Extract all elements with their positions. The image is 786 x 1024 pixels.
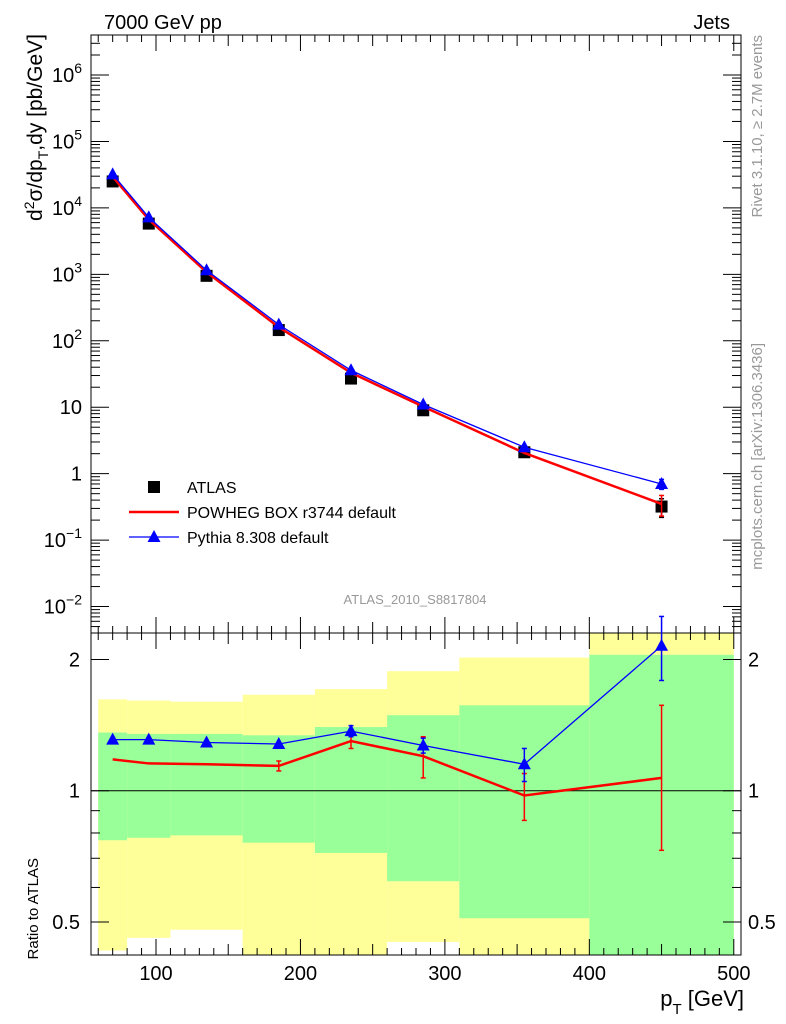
ratio-band-inner	[127, 733, 171, 838]
ratio-uncertainty-bands	[98, 633, 734, 955]
x-tick-label: 500	[717, 963, 750, 985]
header-right: Jets	[693, 12, 730, 34]
pythia-marker	[106, 732, 120, 745]
pythia-marker	[344, 724, 358, 737]
ratio-line-powheg	[112, 739, 662, 797]
main-series	[106, 167, 669, 519]
legend-label: ATLAS	[187, 480, 237, 497]
main-panel: 10−2 10−1 1 10 102 103 104 105 106 ATLAS POWHEG B…	[44, 34, 742, 634]
ratio-line-pythia	[112, 645, 662, 765]
pythia-marker	[517, 440, 531, 453]
ratio-y-tick-label-right: 0.5	[748, 912, 776, 934]
ratio-y-tick-label: 0.5	[52, 912, 80, 934]
main-y-tick-label: 106	[52, 60, 82, 87]
pythia-marker	[655, 638, 669, 651]
pythia-marker	[517, 757, 531, 770]
main-y-tick-label: 10−2	[44, 592, 82, 619]
pythia-marker	[200, 735, 214, 748]
x-tick-label: 400	[573, 963, 606, 985]
legend-label: Pythia 8.308 default	[187, 530, 329, 547]
ratio-panel: 100 200 300 400 500 0.5 0.5 1 1 2 2	[52, 615, 776, 985]
ratio-y-tick-label: 2	[69, 649, 80, 671]
pythia-marker	[147, 530, 161, 542]
analysis-id: ATLAS_2010_S8817804	[344, 592, 487, 607]
pythia-marker	[142, 210, 156, 223]
x-tick-label: 100	[139, 963, 172, 985]
header-left: 7000 GeV pp	[104, 12, 222, 34]
x-tick-label: 200	[284, 963, 317, 985]
ratio-band-inner	[170, 733, 243, 836]
main-y-tick-label: 10−1	[44, 525, 82, 552]
ratio-y-tick-label-right: 2	[748, 649, 759, 671]
main-y-axis-label: d2σ/dpT,dy [pb/GeV]	[21, 34, 51, 221]
pythia-marker	[344, 363, 358, 376]
main-axes: 10−2 10−1 1 10 102 103 104 105 106	[44, 34, 742, 634]
ratio-band-inner	[98, 732, 128, 841]
rivet-version-label: Rivet 3.1.10, ≥ 2.7M events	[749, 35, 766, 218]
legend-label: POWHEG BOX r3744 default	[187, 505, 397, 522]
ratio-series	[106, 615, 669, 852]
main-y-tick-label: 1	[71, 464, 82, 486]
pythia-marker	[200, 263, 214, 276]
pythia-marker	[272, 736, 286, 749]
atlas-marker	[345, 372, 357, 385]
main-line-pythia	[112, 173, 662, 485]
ratio-band-inner	[242, 735, 315, 843]
main-y-tick-label: 10	[60, 397, 82, 419]
main-y-tick-label: 104	[52, 193, 82, 220]
x-axis-label: pT [GeV]	[660, 986, 744, 1018]
atlas-marker	[148, 481, 160, 493]
ratio-y-tick-label-right: 1	[748, 781, 759, 803]
pythia-marker	[106, 167, 120, 180]
pythia-marker	[416, 397, 430, 410]
main-y-tick-label: 103	[52, 259, 82, 286]
legend: ATLAS POWHEG BOX r3744 default Pythia 8.30…	[129, 480, 397, 547]
ratio-y-axis-label: Ratio to ATLAS	[25, 858, 42, 959]
pythia-marker	[655, 476, 669, 489]
pythia-marker	[272, 317, 286, 330]
main-y-tick-label: 102	[52, 326, 82, 353]
pythia-marker	[416, 738, 430, 751]
main-y-tick-label: 105	[52, 126, 82, 153]
ratio-y-tick-label: 1	[69, 781, 80, 803]
ratio-axes: 100 200 300 400 500 0.5 0.5 1 1 2 2	[52, 632, 776, 985]
x-tick-label: 300	[428, 963, 461, 985]
main-line-powheg	[111, 175, 662, 506]
pythia-marker	[142, 732, 156, 745]
mcplots-label: mcplots.cern.ch [arXiv:1306.3436]	[749, 343, 766, 570]
